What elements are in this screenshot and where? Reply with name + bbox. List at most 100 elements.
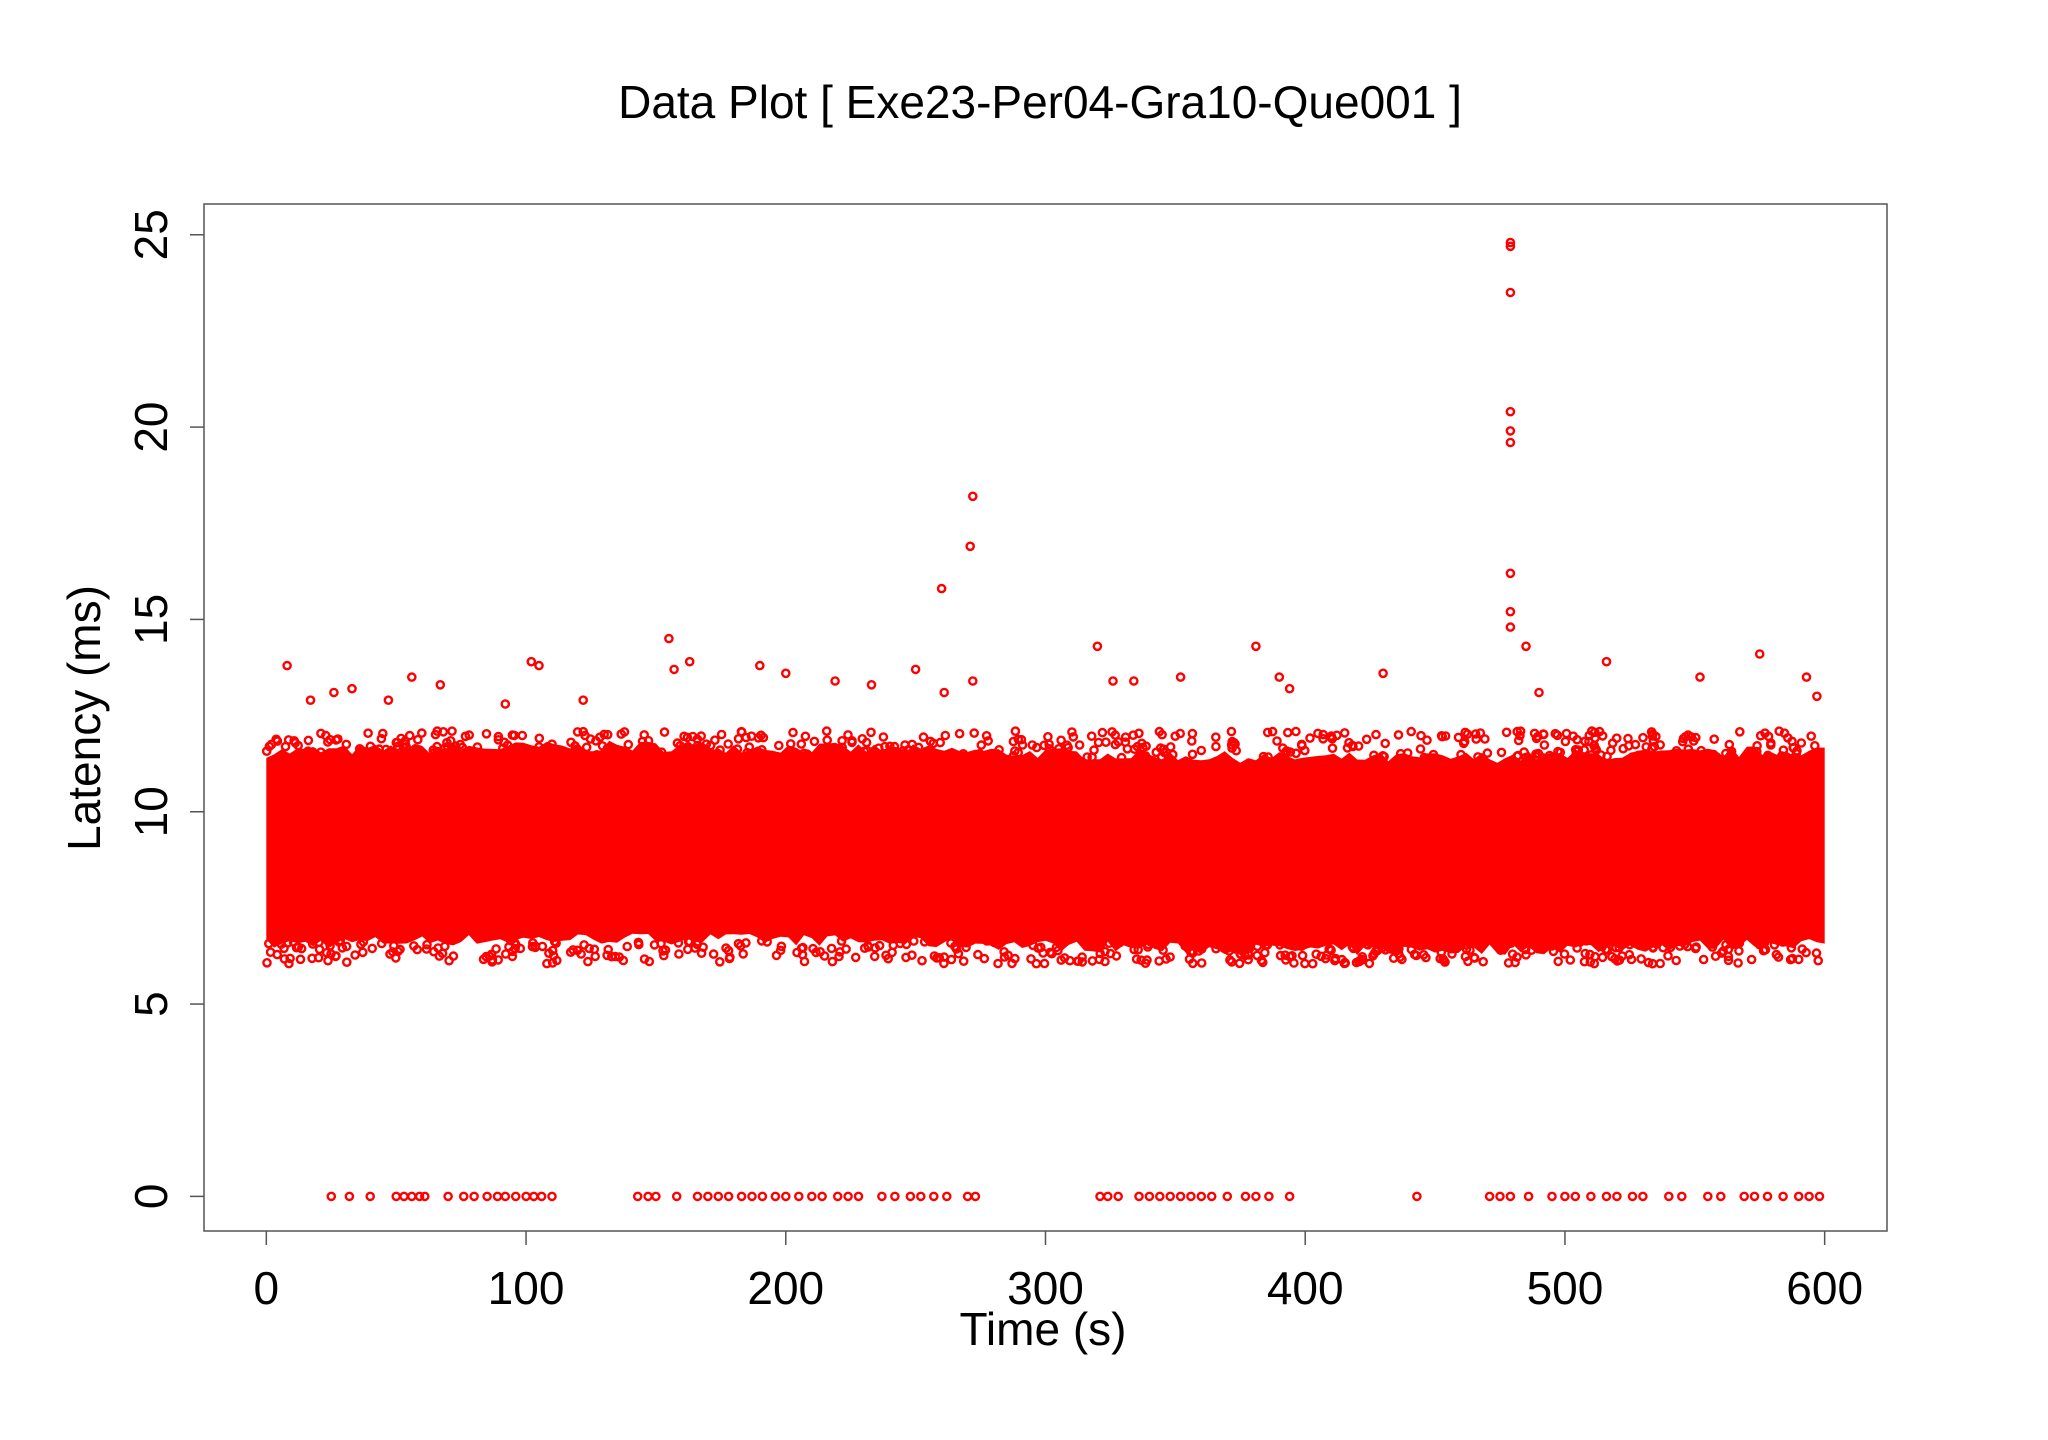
data-point bbox=[880, 741, 890, 752]
outlier-point bbox=[1812, 691, 1822, 702]
zero-point bbox=[1222, 1191, 1233, 1202]
data-point bbox=[493, 955, 504, 965]
data-point bbox=[408, 941, 419, 951]
data-point bbox=[1438, 955, 1449, 966]
data-point bbox=[639, 730, 650, 740]
data-point bbox=[1258, 751, 1269, 762]
data-point bbox=[1513, 735, 1524, 746]
zero-point bbox=[1412, 1191, 1422, 1202]
y-tick-label: 15 bbox=[125, 594, 177, 645]
data-point bbox=[1120, 737, 1131, 748]
data-point bbox=[602, 950, 612, 961]
data-point bbox=[850, 952, 861, 963]
data-point bbox=[1305, 733, 1315, 743]
x-axis: 0 100 200 300 400 500 600 bbox=[254, 1231, 1863, 1314]
outlier-point bbox=[578, 695, 589, 706]
data-point bbox=[1155, 743, 1166, 753]
zero-point bbox=[1638, 1191, 1648, 1202]
data-point bbox=[510, 943, 520, 954]
data-point bbox=[1734, 938, 1745, 948]
zero-point bbox=[482, 1191, 492, 1202]
zero-point bbox=[1505, 1191, 1516, 1202]
zero-point bbox=[905, 1191, 916, 1202]
data-point bbox=[1134, 728, 1144, 739]
data-point bbox=[1252, 941, 1263, 952]
zero-point bbox=[414, 1191, 425, 1202]
data-point bbox=[288, 937, 299, 947]
outlier-point bbox=[669, 664, 679, 675]
data-point bbox=[901, 939, 912, 950]
data-point bbox=[1008, 751, 1019, 761]
data-point bbox=[1087, 956, 1098, 966]
data-point bbox=[464, 730, 475, 740]
data-point bbox=[568, 945, 578, 955]
zero-point bbox=[1703, 1191, 1713, 1202]
zero-point bbox=[713, 1191, 724, 1202]
data-point bbox=[392, 737, 403, 748]
data-point bbox=[389, 752, 399, 762]
data-point bbox=[1733, 958, 1743, 968]
outlier-point bbox=[1378, 668, 1388, 679]
data-point bbox=[974, 748, 985, 759]
data-point bbox=[724, 953, 735, 964]
data-point bbox=[989, 937, 1000, 948]
zero-point bbox=[406, 1191, 417, 1202]
data-point bbox=[1671, 746, 1682, 756]
zero-point bbox=[1155, 1191, 1165, 1202]
data-point bbox=[1415, 744, 1426, 754]
data-point bbox=[1089, 941, 1099, 952]
data-point bbox=[1531, 938, 1542, 948]
data-point bbox=[517, 730, 528, 741]
y-axis-label: Latency (ms) bbox=[58, 585, 110, 851]
data-point bbox=[1137, 738, 1147, 749]
y-axis: 0 5 10 15 20 25 bbox=[125, 209, 204, 1209]
data-point bbox=[313, 952, 324, 963]
zero-point bbox=[929, 1191, 939, 1202]
data-point bbox=[1297, 950, 1308, 961]
data-point bbox=[1787, 953, 1798, 964]
plot-frame bbox=[203, 203, 1888, 1232]
data-point bbox=[447, 726, 457, 737]
data-point bbox=[837, 742, 848, 753]
outlier-point bbox=[866, 680, 877, 690]
data-point bbox=[917, 955, 927, 966]
zero-point bbox=[1560, 1191, 1570, 1202]
data-point bbox=[1752, 741, 1762, 751]
zero-point bbox=[1251, 1191, 1261, 1202]
data-point bbox=[835, 947, 845, 957]
data-point bbox=[762, 937, 773, 947]
data-point bbox=[266, 739, 277, 750]
data-point bbox=[1226, 726, 1237, 737]
data-point bbox=[522, 744, 532, 755]
zero-point bbox=[1716, 1191, 1726, 1202]
data-point bbox=[367, 943, 378, 954]
data-point bbox=[708, 949, 719, 959]
data-point bbox=[1395, 748, 1406, 759]
data-point bbox=[376, 938, 387, 949]
data-point bbox=[607, 751, 617, 762]
data-point bbox=[303, 746, 313, 757]
outlier-point bbox=[1092, 641, 1103, 652]
data-point bbox=[822, 747, 832, 758]
data-point bbox=[1725, 936, 1736, 947]
data-point bbox=[994, 745, 1004, 755]
data-point bbox=[1187, 728, 1198, 739]
zero-point bbox=[817, 1191, 827, 1202]
outlier-point bbox=[1505, 287, 1516, 298]
data-point bbox=[1089, 745, 1099, 755]
data-point bbox=[900, 740, 910, 750]
data-point bbox=[1596, 750, 1606, 760]
data-point bbox=[958, 956, 969, 967]
data-point bbox=[1339, 728, 1350, 738]
data-point bbox=[1498, 937, 1509, 948]
data-point bbox=[976, 740, 987, 750]
data-point bbox=[381, 744, 391, 755]
data-point bbox=[993, 958, 1003, 969]
zero-point bbox=[1113, 1191, 1123, 1202]
data-point bbox=[733, 938, 744, 949]
data-point bbox=[930, 749, 940, 759]
data-point bbox=[262, 958, 272, 968]
data-point bbox=[1211, 943, 1221, 954]
zero-point bbox=[391, 1191, 402, 1202]
data-point bbox=[343, 752, 354, 762]
